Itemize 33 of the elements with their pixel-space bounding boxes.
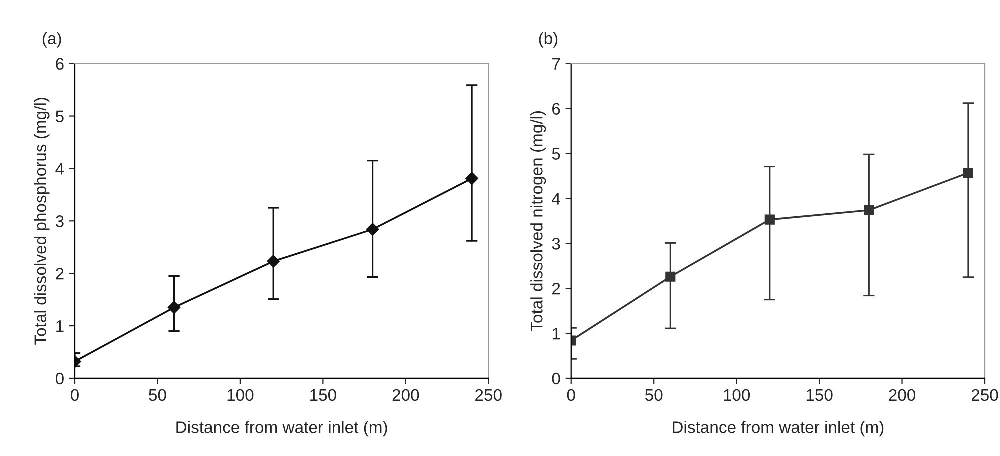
x-tick-label: 150 xyxy=(806,389,833,402)
y-tick-label: 2 xyxy=(56,268,64,280)
y-tick-label: 4 xyxy=(552,193,560,205)
x-tick-label: 250 xyxy=(972,389,998,402)
y-tick-label: 5 xyxy=(552,148,560,160)
y-tick-label: 1 xyxy=(552,328,560,340)
y-tick-label: 6 xyxy=(56,58,64,70)
x-tick-label: 200 xyxy=(392,389,420,402)
y-tick-label: 0 xyxy=(56,372,64,385)
x-tick-label: 100 xyxy=(724,389,750,402)
y-tick-label: 6 xyxy=(552,103,560,115)
x-tick-label: 0 xyxy=(567,389,576,402)
x-tick-label: 200 xyxy=(889,389,916,402)
y-axis-title: Total dissolved phosphorus (mg/l) xyxy=(34,98,50,345)
y-axis-title: Total dissolved nitrogen (mg/l) xyxy=(530,111,546,332)
y-tick-label: 2 xyxy=(552,282,560,295)
x-tick-label: 50 xyxy=(149,389,166,402)
x-tick-label: 250 xyxy=(476,389,502,402)
y-tick-label: 5 xyxy=(56,110,64,122)
y-tick-label: 7 xyxy=(552,58,560,70)
y-tick-label: 1 xyxy=(56,320,64,332)
x-tick-label: 50 xyxy=(645,389,663,402)
x-axis-title: Distance from water inlet (m) xyxy=(673,421,884,437)
y-tick-label: 0 xyxy=(552,372,560,385)
y-tick-label: 3 xyxy=(552,238,560,250)
y-tick-label: 4 xyxy=(56,163,64,175)
x-tick-label: 0 xyxy=(71,389,79,402)
y-tick-label: 3 xyxy=(56,216,64,228)
x-tick-label: 100 xyxy=(228,389,254,402)
x-tick-label: 150 xyxy=(310,389,336,402)
x-axis-title: Distance from water inlet (m) xyxy=(176,421,388,437)
chart-title: (a) xyxy=(42,32,62,48)
chart-title: (b) xyxy=(539,32,558,48)
